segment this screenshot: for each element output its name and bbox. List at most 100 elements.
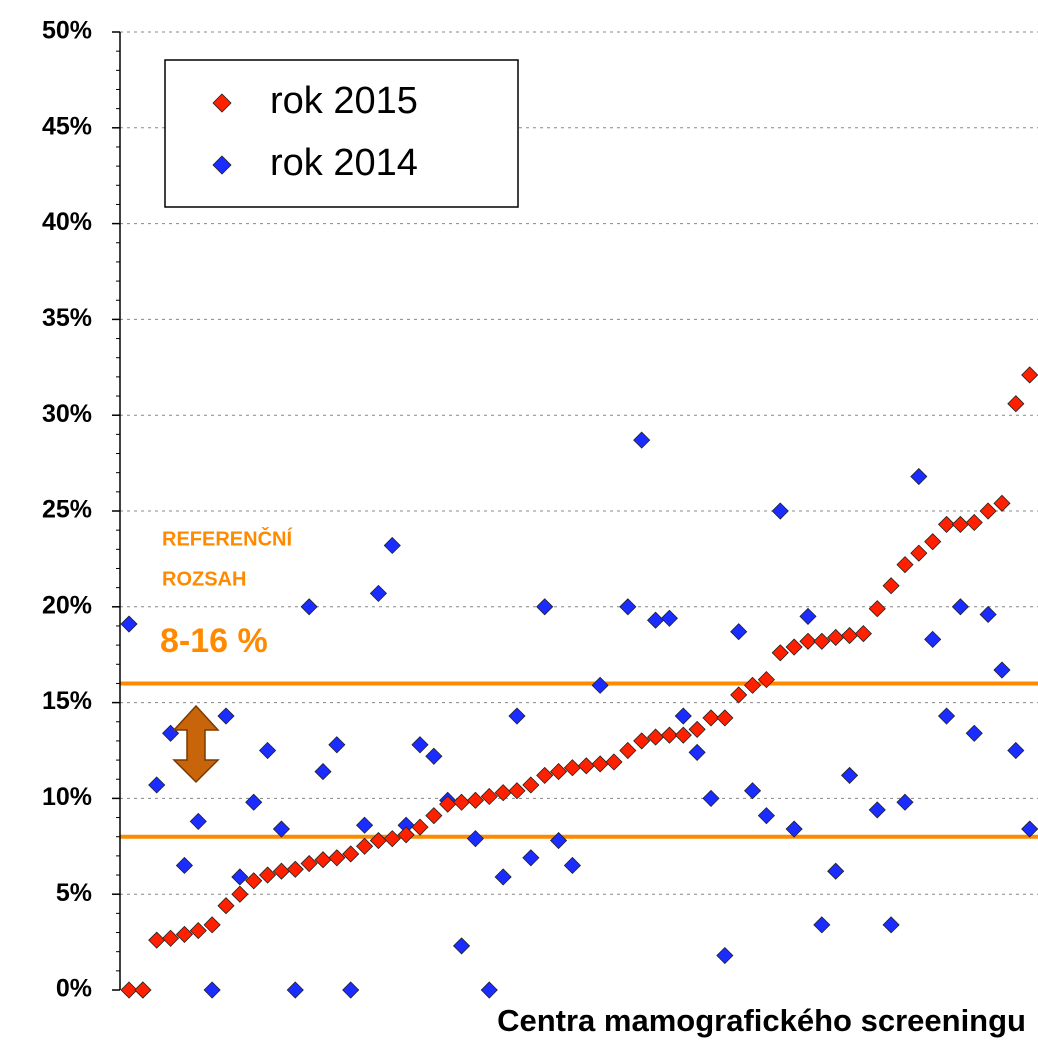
point [937,707,956,725]
point [840,766,859,784]
point [785,820,803,838]
point [910,544,928,562]
legend-label: rok 2015 [270,80,418,122]
point [688,720,706,738]
point [342,981,360,999]
range-arrow [172,704,220,784]
point [217,707,235,725]
point [702,789,720,807]
point [813,632,831,650]
point [674,726,692,744]
point [951,515,969,533]
point [383,536,401,555]
point [1007,395,1025,413]
annotation: REFERENČNÍ [162,526,292,550]
point [757,671,775,689]
point [328,736,346,754]
point [882,916,900,934]
point [1021,366,1038,384]
point [924,533,942,551]
point [563,759,581,777]
point [646,611,665,629]
point [771,502,789,520]
point [965,724,983,742]
point [286,981,304,999]
point [536,598,554,616]
point [480,787,498,806]
y-tick-label: 40% [42,208,92,236]
point [342,845,360,863]
point [619,741,637,760]
point [549,763,568,781]
point [480,981,498,999]
point [868,600,886,618]
point [868,801,886,819]
point [951,598,969,616]
point [896,556,914,574]
grid [120,31,1038,895]
point [827,862,845,880]
point [785,638,803,656]
point [757,807,775,825]
point [425,807,443,825]
point [134,981,152,999]
point [466,830,484,848]
point [175,856,193,875]
point [1021,820,1038,838]
point [979,502,997,520]
point [563,856,581,875]
legend-marker [212,155,232,175]
point [799,632,817,650]
point [328,849,346,867]
point [743,676,762,694]
legend-marker [212,93,232,113]
y-tick-label: 0% [56,975,92,1003]
point [536,766,554,784]
point [356,816,374,834]
point [314,763,332,781]
point [813,916,831,934]
y-tick-label: 25% [42,496,92,524]
point [827,628,845,647]
point [965,513,983,532]
legend-label: rok 2014 [270,142,418,184]
point [245,872,263,890]
point [716,709,734,727]
point [369,831,387,850]
point [425,747,443,765]
point [356,837,374,855]
point [245,793,263,811]
y-tick-label: 50% [42,17,92,45]
legend-box [164,59,519,208]
point [411,818,429,836]
point [993,494,1011,512]
point [120,981,138,999]
point [272,862,290,880]
point [771,644,789,662]
point [605,753,623,771]
y-tick-label: 5% [56,879,92,907]
point [175,925,193,944]
point [383,830,401,848]
reference-lines [120,681,1038,839]
point [799,607,817,625]
y-tick-label: 20% [42,591,92,619]
y-ticks: 0% 5% 10% 15% 20% 25% 30% 35% 40% 45% 50% [42,17,120,1003]
point [716,946,734,965]
point [203,916,221,934]
point [549,831,568,850]
point [452,793,471,811]
legend: rok 2015 rok 2014 [164,59,519,208]
point [993,661,1011,679]
point [411,736,429,754]
point [633,431,651,449]
point [730,686,748,704]
point [840,626,859,645]
point [259,866,277,884]
point [591,676,609,694]
point [231,885,249,903]
point [646,728,665,746]
point [189,922,207,940]
point [633,732,651,750]
point [300,598,318,616]
